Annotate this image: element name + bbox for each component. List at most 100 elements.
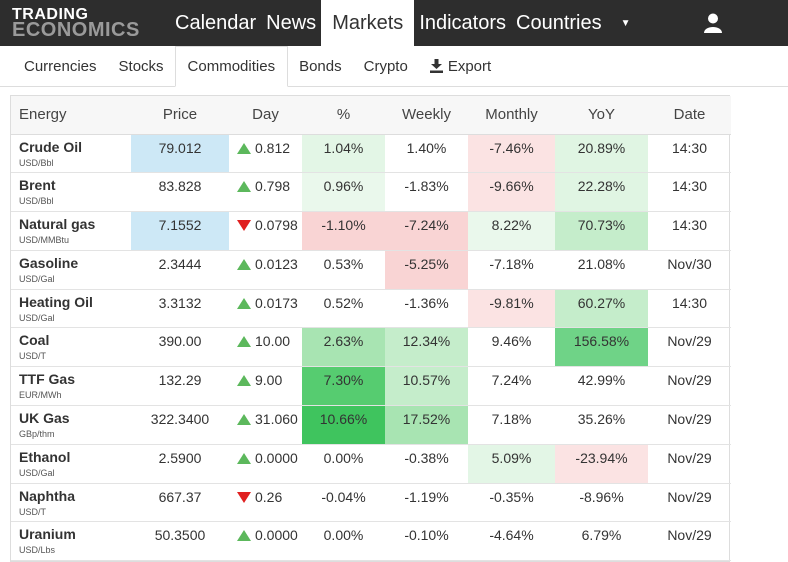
header-date[interactable]: Date	[648, 96, 731, 135]
table-row[interactable]: TTF Gas EUR/MWh 132.29 9.00 7.30% 10.57% 7.24%…	[11, 366, 731, 407]
tab-bonds[interactable]: Bonds	[299, 57, 342, 75]
header-energy[interactable]: Energy	[11, 96, 131, 135]
table-row[interactable]: Heating Oil USD/Gal 3.3132 0.0173 0.52% -1.36…	[11, 289, 731, 329]
user-icon[interactable]	[704, 13, 722, 33]
commodity-name[interactable]: Naphtha	[19, 487, 75, 504]
percent-cell: 0.00%	[302, 521, 385, 562]
table-row[interactable]: Natural gas USD/MMBtu 7.1552 0.0798 -1.10% -7…	[11, 211, 731, 251]
table-row[interactable]: Uranium USD/Lbs 50.3500 0.0000 0.00% -0.10% -4…	[11, 521, 731, 562]
commodity-name-cell[interactable]: Natural gas USD/MMBtu	[11, 211, 131, 251]
percent-cell: 2.63%	[302, 327, 385, 368]
commodity-name-cell[interactable]: Heating Oil USD/Gal	[11, 289, 131, 329]
header-yoy[interactable]: YoY	[555, 96, 648, 135]
table-row[interactable]: UK Gas GBp/thm 322.3400 31.060 10.66% 17.52% 7…	[11, 405, 731, 445]
commodity-name[interactable]: Ethanol	[19, 448, 71, 465]
date-cell: Nov/29	[648, 483, 731, 523]
caret-down-icon[interactable]: ▼	[620, 17, 631, 29]
commodity-name[interactable]: Natural gas	[19, 216, 96, 233]
commodity-unit: USD/Bbl	[19, 196, 54, 207]
commodity-name[interactable]: UK Gas	[19, 410, 70, 427]
price-cell: 3.3132	[131, 289, 229, 329]
trading-economics-logo[interactable]: TRADING ECONOMICS	[0, 0, 170, 46]
arrow-up-icon	[237, 530, 251, 542]
day-change-cell: 0.0173	[229, 289, 302, 329]
sub-nav: Currencies Stocks Commodities Bonds Cryp…	[0, 46, 788, 87]
yoy-cell: 156.58%	[555, 327, 648, 368]
download-icon	[429, 59, 443, 73]
header-price[interactable]: Price	[131, 96, 229, 135]
tab-stocks[interactable]: Stocks	[118, 57, 164, 75]
commodity-name-cell[interactable]: Ethanol USD/Gal	[11, 444, 131, 484]
commodity-name-cell[interactable]: Crude Oil USD/Bbl	[11, 134, 131, 174]
monthly-cell: 9.46%	[468, 327, 555, 368]
yoy-cell: 22.28%	[555, 172, 648, 213]
percent-cell: -1.10%	[302, 211, 385, 251]
header-weekly[interactable]: Weekly	[385, 96, 468, 135]
commodity-name[interactable]: Coal	[19, 332, 50, 349]
day-change-value: 0.0000	[255, 527, 298, 544]
commodity-name[interactable]: Gasoline	[19, 254, 79, 271]
tab-commodities[interactable]: Commodities	[174, 46, 289, 87]
day-change-value: 31.060	[255, 411, 298, 428]
commodity-name-cell[interactable]: TTF Gas EUR/MWh	[11, 366, 131, 407]
yoy-cell: 42.99%	[555, 366, 648, 407]
commodity-name[interactable]: Crude Oil	[19, 138, 83, 155]
commodity-unit: USD/T	[19, 351, 46, 362]
tab-crypto[interactable]: Crypto	[363, 57, 408, 75]
header-day[interactable]: Day	[229, 96, 302, 135]
export-button[interactable]: Export	[419, 46, 502, 86]
commodity-name-cell[interactable]: UK Gas GBp/thm	[11, 405, 131, 445]
weekly-cell: -1.19%	[385, 483, 468, 523]
monthly-cell: 8.22%	[468, 211, 555, 251]
commodity-name-cell[interactable]: Naphtha USD/T	[11, 483, 131, 523]
table-row[interactable]: Coal USD/T 390.00 10.00 2.63% 12.34% 9.46% 156.…	[11, 327, 731, 368]
date-cell: 14:30	[648, 134, 731, 174]
day-change-value: 0.0173	[255, 294, 298, 311]
yoy-cell: 6.79%	[555, 521, 648, 562]
monthly-cell: 5.09%	[468, 444, 555, 484]
monthly-cell: -0.35%	[468, 483, 555, 523]
commodity-name[interactable]: Brent	[19, 177, 56, 194]
commodity-name[interactable]: Uranium	[19, 526, 76, 543]
commodity-unit: USD/Lbs	[19, 545, 56, 556]
nav-calendar[interactable]: Calendar	[175, 11, 257, 34]
table-row[interactable]: Naphtha USD/T 667.37 0.26 -0.04% -1.19% -0.35%…	[11, 483, 731, 523]
table-row[interactable]: Ethanol USD/Gal 2.5900 0.0000 0.00% -0.38% 5.0…	[11, 444, 731, 484]
nav-countries[interactable]: Countries	[516, 11, 602, 34]
yoy-cell: -8.96%	[555, 483, 648, 523]
nav-indicators[interactable]: Indicators	[419, 11, 507, 34]
commodity-name-cell[interactable]: Gasoline USD/Gal	[11, 250, 131, 290]
logo-line2: ECONOMICS	[12, 19, 140, 41]
commodity-name[interactable]: Heating Oil	[19, 293, 93, 310]
arrow-up-icon	[237, 142, 251, 154]
table-row[interactable]: Crude Oil USD/Bbl 79.012 0.812 1.04% 1.40% -7.…	[11, 134, 731, 174]
nav-news[interactable]: News	[266, 11, 317, 34]
percent-cell: 0.52%	[302, 289, 385, 329]
table-row[interactable]: Brent USD/Bbl 83.828 0.798 0.96% -1.83% -9.66%…	[11, 172, 731, 213]
logo-line1: TRADING	[12, 6, 89, 23]
commodity-name-cell[interactable]: Uranium USD/Lbs	[11, 521, 131, 562]
day-change-cell: 0.798	[229, 172, 302, 213]
commodity-unit: EUR/MWh	[19, 390, 62, 401]
day-change-cell: 0.812	[229, 134, 302, 174]
nav-markets[interactable]: Markets	[321, 0, 415, 46]
weekly-cell: 1.40%	[385, 134, 468, 174]
price-cell: 667.37	[131, 483, 229, 523]
commodity-name-cell[interactable]: Coal USD/T	[11, 327, 131, 368]
weekly-cell: -1.83%	[385, 172, 468, 213]
tab-currencies[interactable]: Currencies	[24, 57, 97, 75]
table-row[interactable]: Gasoline USD/Gal 2.3444 0.0123 0.53% -5.25% -7…	[11, 250, 731, 290]
header-percent[interactable]: %	[302, 96, 385, 135]
monthly-cell: -7.18%	[468, 250, 555, 290]
day-change-value: 0.26	[255, 488, 283, 505]
price-cell: 322.3400	[131, 405, 229, 445]
commodity-name-cell[interactable]: Brent USD/Bbl	[11, 172, 131, 213]
commodity-name[interactable]: TTF Gas	[19, 371, 76, 388]
day-change-cell: 0.0000	[229, 444, 302, 484]
price-cell: 2.5900	[131, 444, 229, 484]
day-change-cell: 10.00	[229, 327, 302, 368]
price-cell: 79.012	[131, 134, 229, 174]
date-cell: Nov/29	[648, 327, 731, 368]
header-monthly[interactable]: Monthly	[468, 96, 555, 135]
top-navbar: TRADING ECONOMICS Calendar News Markets …	[0, 0, 788, 46]
